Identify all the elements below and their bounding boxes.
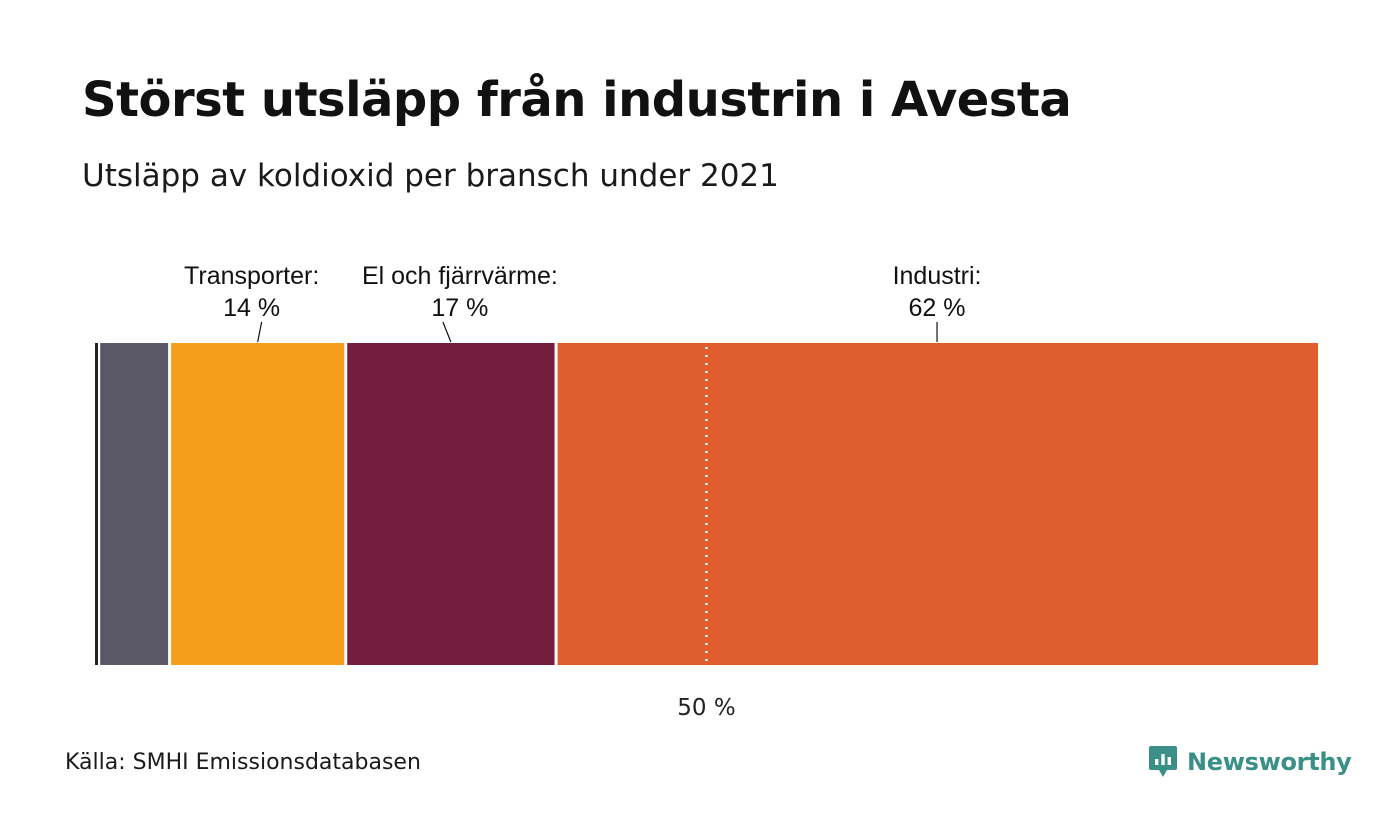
brand-name: Newsworthy	[1187, 748, 1352, 776]
source-note: Källa: SMHI Emissionsdatabasen	[65, 750, 421, 775]
bar-segment-2	[169, 343, 346, 665]
segment-label-4: Industri:	[893, 262, 982, 290]
bar-segment-3	[345, 343, 557, 665]
reference-line-label: 50 %	[677, 695, 735, 721]
leader-line-2	[257, 321, 263, 343]
segment-pct-label-3: 17 %	[431, 294, 488, 322]
segment-pct-label-2: 14 %	[223, 294, 280, 322]
chart-title: Störst utsläpp från industrin i Avesta	[82, 72, 1072, 128]
segment-label-2: Transporter:	[184, 262, 319, 290]
segment-label-3: El och fjärrvärme:	[362, 262, 558, 290]
segment-pct-label-4: 62 %	[909, 294, 966, 322]
chart-subtitle: Utsläpp av koldioxid per bransch under 2…	[82, 158, 779, 194]
leader-line-3	[442, 321, 452, 343]
brand-logo: Newsworthy	[1148, 744, 1352, 780]
bar-segment-1	[98, 343, 170, 665]
newsworthy-logo-icon	[1149, 746, 1177, 777]
bar-segment-4	[556, 343, 1318, 665]
